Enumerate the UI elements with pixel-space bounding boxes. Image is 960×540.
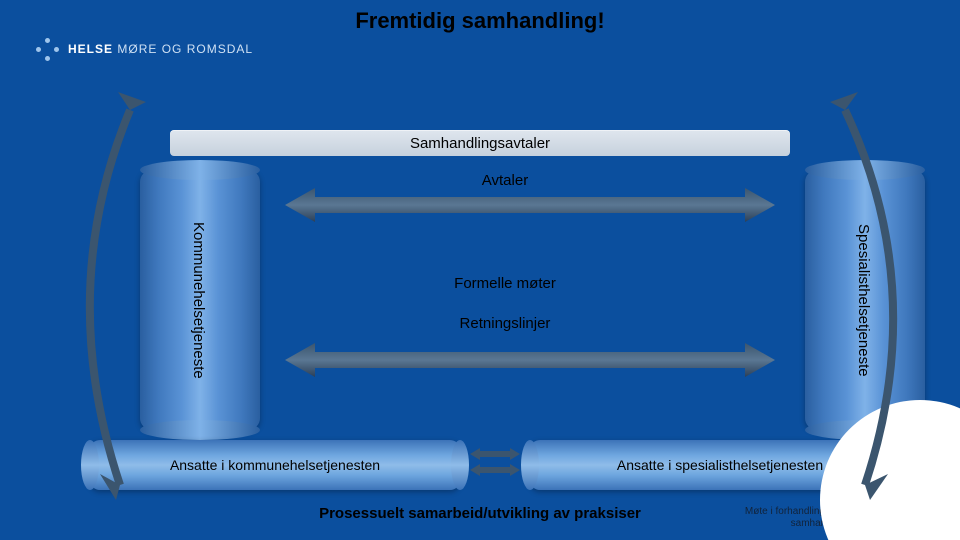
double-arrow-top — [285, 188, 775, 222]
curved-arrow-left — [90, 110, 130, 485]
cylinder-left-label: Kommunehelsetjeneste — [190, 190, 207, 410]
top-band: Samhandlingsavtaler — [170, 130, 790, 156]
page-title: Fremtidig samhandling! — [0, 0, 960, 34]
cylinder-right-label: Spesialisthelsetjeneste — [855, 190, 872, 410]
small-double-arrow-2 — [470, 464, 520, 476]
brand-logo: HELSE MØRE OG ROMSDAL — [36, 38, 253, 60]
logo-brand-bold: HELSE — [68, 42, 113, 56]
logo-brand-light: MØRE OG ROMSDAL — [117, 42, 253, 56]
bottom-cylinder-left: Ansatte i kommunehelsetjenesten — [90, 440, 460, 490]
small-double-arrow-1 — [470, 448, 520, 460]
curved-arrow-left-head-top — [118, 92, 146, 110]
logo-text: HELSE MØRE OG ROMSDAL — [68, 42, 253, 56]
curved-arrow-right-head-top — [830, 92, 858, 110]
center-label-retning: Retningslinjer — [355, 315, 655, 332]
double-arrow-bottom — [285, 343, 775, 377]
logo-icon — [36, 38, 58, 60]
center-label-avtaler: Avtaler — [355, 172, 655, 189]
center-label-formelle: Formelle møter — [355, 275, 655, 292]
